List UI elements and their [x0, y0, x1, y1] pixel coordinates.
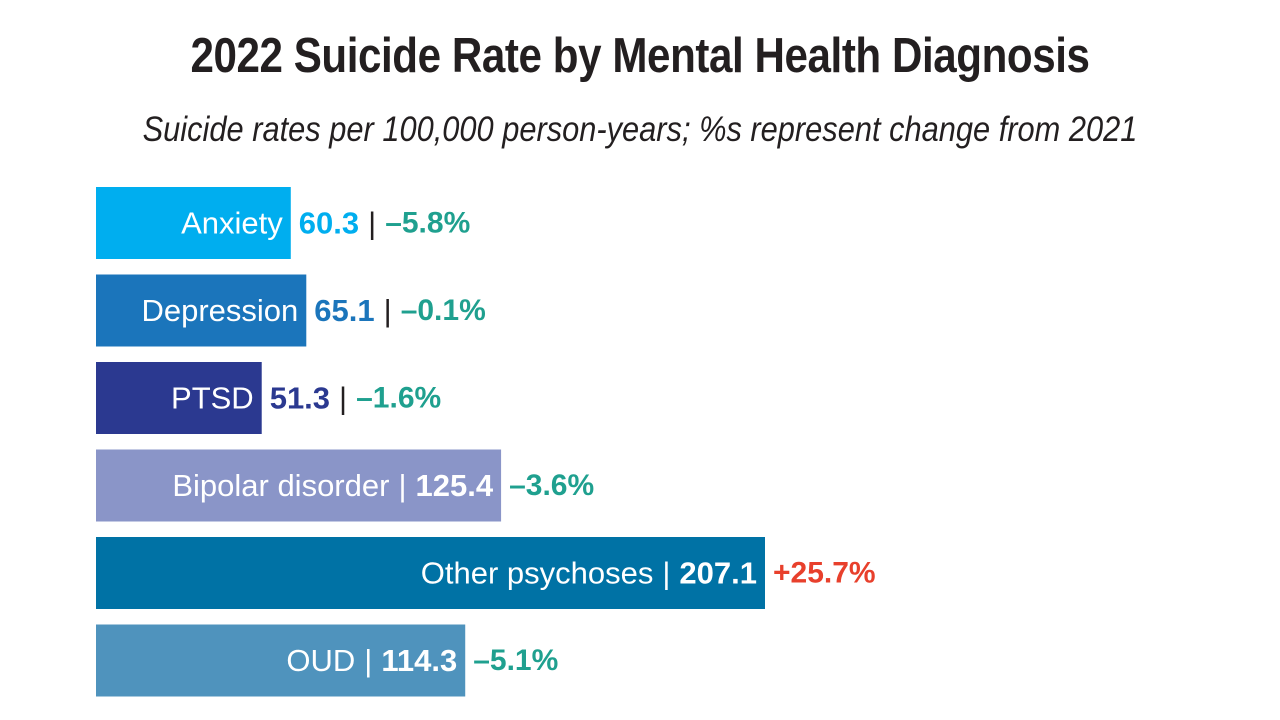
chart-title: 2022 Suicide Rate by Mental Health Diagn…: [190, 29, 1090, 83]
bar: [96, 449, 502, 522]
bar: [96, 274, 307, 347]
bar-value-label: 65.1: [314, 293, 374, 328]
change-label: –3.6%: [509, 469, 594, 502]
separator: |: [384, 293, 392, 328]
change-label: +25.7%: [773, 557, 876, 590]
separator: |: [398, 468, 406, 503]
bar-value-label: 114.3: [381, 643, 457, 678]
bar-value-label: 207.1: [679, 556, 757, 591]
category-label: Bipolar disorder: [172, 468, 389, 503]
category-label: Depression: [141, 293, 298, 328]
bar: [96, 187, 291, 259]
change-label: –5.8%: [385, 207, 470, 240]
chart-subtitle: Suicide rates per 100,000 person-years; …: [142, 110, 1138, 149]
bar: [96, 624, 466, 697]
separator: |: [364, 643, 372, 678]
separator: |: [339, 381, 347, 416]
bar-value-label: 51.3: [270, 381, 330, 416]
category-label: Anxiety: [181, 206, 283, 241]
bar-value-label: 125.4: [416, 468, 494, 503]
bar: [96, 362, 262, 434]
change-label: –1.6%: [356, 382, 441, 415]
change-label: –0.1%: [401, 294, 486, 327]
separator: |: [368, 206, 376, 241]
category-label: PTSD: [171, 381, 254, 416]
separator: |: [662, 556, 670, 591]
bar: [96, 537, 765, 609]
change-label: –5.1%: [473, 644, 558, 677]
category-label: Other psychoses: [421, 556, 654, 591]
bar-value-label: 60.3: [299, 206, 359, 241]
category-label: OUD: [286, 643, 355, 678]
